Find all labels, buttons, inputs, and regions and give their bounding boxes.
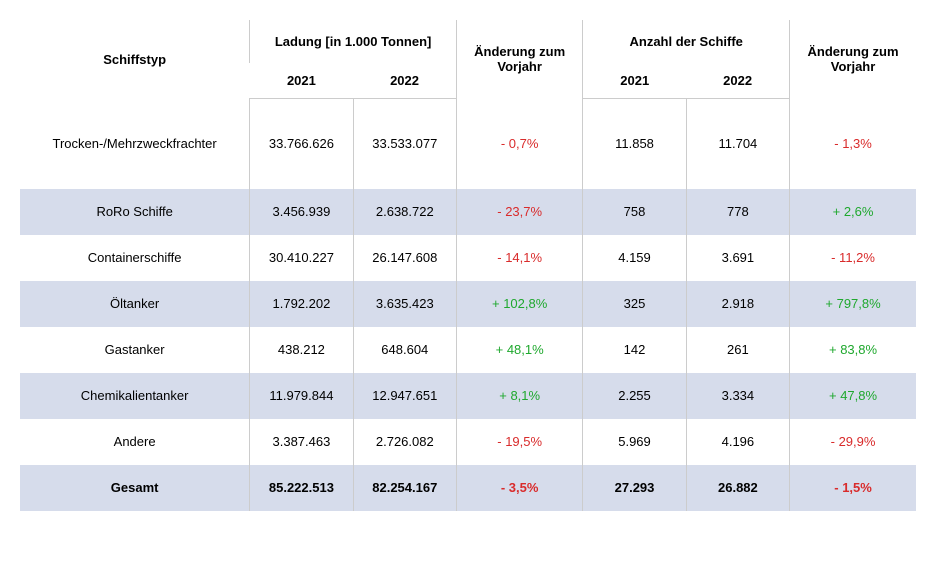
header-ships-2022: 2022 bbox=[686, 63, 789, 99]
cell-cargo-2022: 2.638.722 bbox=[353, 189, 456, 235]
cell-cargo-2021: 3.456.939 bbox=[250, 189, 353, 235]
cell-ships-change: + 2,6% bbox=[790, 189, 916, 235]
cell-ships-2021: 142 bbox=[583, 327, 686, 373]
cell-ships-change: - 1,3% bbox=[790, 99, 916, 189]
cell-cargo-change: - 3,5% bbox=[456, 465, 582, 511]
cell-cargo-change: - 14,1% bbox=[456, 235, 582, 281]
cell-cargo-change: - 0,7% bbox=[456, 99, 582, 189]
cell-ships-change: - 29,9% bbox=[790, 419, 916, 465]
header-ships-2021: 2021 bbox=[583, 63, 686, 99]
cell-ships-2021: 4.159 bbox=[583, 235, 686, 281]
table-row: Gesamt85.222.51382.254.167- 3,5%27.29326… bbox=[20, 465, 916, 511]
cell-ships-2022: 26.882 bbox=[686, 465, 789, 511]
cell-cargo-2021: 11.979.844 bbox=[250, 373, 353, 419]
header-shiptype: Schiffstyp bbox=[20, 20, 250, 99]
cell-ships-2021: 11.858 bbox=[583, 99, 686, 189]
ship-statistics-table: Schiffstyp Ladung [in 1.000 Tonnen] Ände… bbox=[20, 20, 916, 511]
cell-cargo-2021: 33.766.626 bbox=[250, 99, 353, 189]
header-cargo-change: Änderung zum Vorjahr bbox=[456, 20, 582, 99]
header-ships-group: Anzahl der Schiffe bbox=[583, 20, 790, 63]
cell-cargo-2021: 3.387.463 bbox=[250, 419, 353, 465]
cell-ships-2022: 2.918 bbox=[686, 281, 789, 327]
cell-cargo-2022: 33.533.077 bbox=[353, 99, 456, 189]
cell-shiptype: Gastanker bbox=[20, 327, 250, 373]
cell-ships-2021: 2.255 bbox=[583, 373, 686, 419]
table-body: Trocken-/Mehrzweckfrachter33.766.62633.5… bbox=[20, 99, 916, 511]
cell-cargo-2022: 12.947.651 bbox=[353, 373, 456, 419]
table-row: Chemikalientanker11.979.84412.947.651+ 8… bbox=[20, 373, 916, 419]
table-row: RoRo Schiffe3.456.9392.638.722- 23,7%758… bbox=[20, 189, 916, 235]
cell-ships-2021: 5.969 bbox=[583, 419, 686, 465]
cell-shiptype: Gesamt bbox=[20, 465, 250, 511]
cell-ships-2021: 758 bbox=[583, 189, 686, 235]
cell-cargo-2022: 648.604 bbox=[353, 327, 456, 373]
cell-cargo-change: + 8,1% bbox=[456, 373, 582, 419]
cell-cargo-2021: 438.212 bbox=[250, 327, 353, 373]
cell-shiptype: Containerschiffe bbox=[20, 235, 250, 281]
cell-ships-change: - 1,5% bbox=[790, 465, 916, 511]
cell-ships-2022: 4.196 bbox=[686, 419, 789, 465]
cell-cargo-2021: 1.792.202 bbox=[250, 281, 353, 327]
header-cargo-2021: 2021 bbox=[250, 63, 353, 99]
cell-cargo-2021: 85.222.513 bbox=[250, 465, 353, 511]
table-row: Trocken-/Mehrzweckfrachter33.766.62633.5… bbox=[20, 99, 916, 189]
cell-shiptype: Öltanker bbox=[20, 281, 250, 327]
cell-ships-change: + 47,8% bbox=[790, 373, 916, 419]
header-ships-change: Änderung zum Vorjahr bbox=[790, 20, 916, 99]
cell-ships-change: + 797,8% bbox=[790, 281, 916, 327]
cell-ships-2022: 3.691 bbox=[686, 235, 789, 281]
cell-cargo-2022: 3.635.423 bbox=[353, 281, 456, 327]
cell-shiptype: RoRo Schiffe bbox=[20, 189, 250, 235]
cell-ships-2021: 27.293 bbox=[583, 465, 686, 511]
cell-ships-2022: 778 bbox=[686, 189, 789, 235]
table-row: Gastanker438.212648.604+ 48,1%142261+ 83… bbox=[20, 327, 916, 373]
cell-ships-change: - 11,2% bbox=[790, 235, 916, 281]
cell-cargo-2022: 26.147.608 bbox=[353, 235, 456, 281]
cell-cargo-2022: 82.254.167 bbox=[353, 465, 456, 511]
cell-shiptype: Andere bbox=[20, 419, 250, 465]
cell-cargo-change: + 102,8% bbox=[456, 281, 582, 327]
table-row: Containerschiffe30.410.22726.147.608- 14… bbox=[20, 235, 916, 281]
cell-ships-2021: 325 bbox=[583, 281, 686, 327]
table-row: Öltanker1.792.2023.635.423+ 102,8%3252.9… bbox=[20, 281, 916, 327]
cell-ships-2022: 261 bbox=[686, 327, 789, 373]
cell-cargo-change: - 19,5% bbox=[456, 419, 582, 465]
header-cargo-2022: 2022 bbox=[353, 63, 456, 99]
cell-shiptype: Trocken-/Mehrzweckfrachter bbox=[20, 99, 250, 189]
header-cargo-group: Ladung [in 1.000 Tonnen] bbox=[250, 20, 457, 63]
cell-cargo-change: - 23,7% bbox=[456, 189, 582, 235]
cell-cargo-2022: 2.726.082 bbox=[353, 419, 456, 465]
cell-shiptype: Chemikalientanker bbox=[20, 373, 250, 419]
cell-cargo-2021: 30.410.227 bbox=[250, 235, 353, 281]
table-row: Andere3.387.4632.726.082- 19,5%5.9694.19… bbox=[20, 419, 916, 465]
cell-ships-change: + 83,8% bbox=[790, 327, 916, 373]
cell-cargo-change: + 48,1% bbox=[456, 327, 582, 373]
table-header: Schiffstyp Ladung [in 1.000 Tonnen] Ände… bbox=[20, 20, 916, 99]
cell-ships-2022: 11.704 bbox=[686, 99, 789, 189]
cell-ships-2022: 3.334 bbox=[686, 373, 789, 419]
